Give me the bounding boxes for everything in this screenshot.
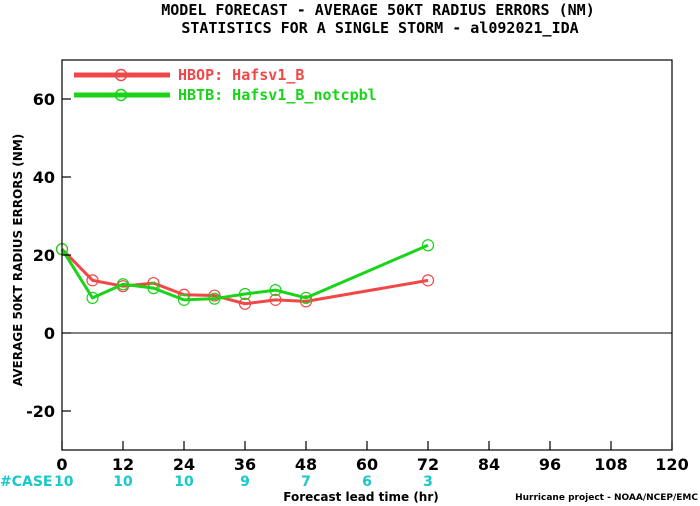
x-tick-label: 36 <box>234 455 256 474</box>
chart-subtitle: STATISTICS FOR A SINGLE STORM - al092021… <box>181 19 578 37</box>
legend-swatch-marker <box>114 88 128 102</box>
x-tick-label: 72 <box>417 455 439 474</box>
plot-frame <box>61 59 673 451</box>
x-tick-label: 0 <box>56 455 67 474</box>
x-tick-label: 84 <box>478 455 500 474</box>
case-row: #CASE 10 10 10 9 7 6 3 <box>0 474 433 490</box>
case-count: 10 <box>113 474 133 490</box>
data-point <box>208 292 221 305</box>
y-tick-label: 0 <box>44 324 55 343</box>
data-point <box>116 278 130 291</box>
x-tick-label: 108 <box>594 455 627 474</box>
data-point <box>208 289 221 302</box>
data-point <box>238 287 252 301</box>
data-point <box>238 297 252 310</box>
legend-label: HBOP: Hafsv1_B <box>178 66 304 84</box>
x-tick-label: 48 <box>295 455 317 474</box>
x-tick-label: 60 <box>356 455 378 474</box>
x-tick-label: 96 <box>539 455 561 474</box>
y-axis-label: AVERAGE 50KT RADIUS ERRORS (NM) <box>11 134 25 386</box>
x-tick-label: 120 <box>655 455 688 474</box>
data-point <box>269 293 282 306</box>
data-point <box>86 274 99 287</box>
data-point <box>421 239 435 252</box>
series-line <box>60 243 429 302</box>
y-tick-label: 20 <box>33 246 55 265</box>
ticks-layer: 0 12 24 36 48 60 72 84 96 108 120 -20 0 20 40 60 <box>26 90 689 474</box>
case-count: 9 <box>240 474 250 490</box>
legend: HBOP: Hafsv1_B HBTB: Hafsv1_B_notcpbl <box>74 66 377 104</box>
chart-title: MODEL FORECAST - AVERAGE 50KT RADIUS ERR… <box>161 1 594 19</box>
data-point <box>269 284 282 297</box>
legend-label: HBTB: Hafsv1_B_notcpbl <box>178 86 377 104</box>
credit-text: Hurricane project - NOAA/NCEP/EMC <box>515 493 698 503</box>
data-point <box>177 293 191 306</box>
data-point <box>421 274 435 287</box>
data-point <box>299 295 313 308</box>
x-tick-label: 12 <box>112 455 134 474</box>
data-point <box>299 291 313 304</box>
x-tick-label: 24 <box>173 455 195 474</box>
y-tick-label: 40 <box>33 168 55 187</box>
y-tick-label: -20 <box>26 402 55 421</box>
y-tick-label: 60 <box>33 90 55 109</box>
series-layer <box>55 239 435 310</box>
data-point <box>86 291 99 304</box>
case-count: 7 <box>301 474 311 490</box>
legend-swatch-marker <box>114 68 128 82</box>
case-label: #CASE <box>0 474 53 490</box>
x-axis-label: Forecast lead time (hr) <box>283 490 439 504</box>
series-2 <box>55 239 435 306</box>
series-line <box>60 248 429 306</box>
case-count: 6 <box>362 474 372 490</box>
data-point <box>147 282 160 295</box>
case-count: 3 <box>423 474 433 490</box>
case-count: 10 <box>174 474 194 490</box>
case-count: 10 <box>54 474 74 490</box>
